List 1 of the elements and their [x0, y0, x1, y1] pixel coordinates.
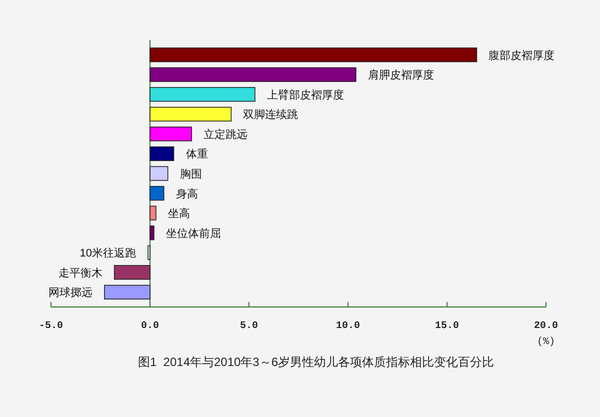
- title: 图1 2014年与2010年3～6岁男性幼儿各项体质指标相比变化百分比: [138, 355, 494, 369]
